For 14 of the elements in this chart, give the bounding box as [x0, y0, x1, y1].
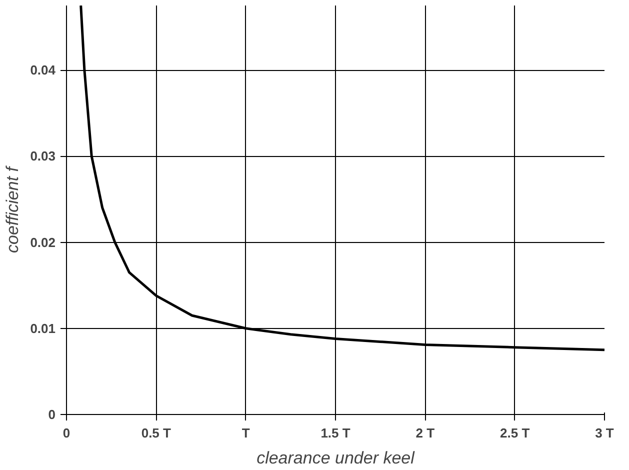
y-tick-label: 0.01 [30, 320, 56, 336]
x-tick-label: 3 T [595, 426, 614, 440]
x-tick-label: 1.5 T [320, 426, 350, 440]
y-axis-title: coefficient f [3, 164, 22, 253]
y-tick-label: 0 [48, 407, 56, 422]
x-tick-label: 0 [62, 426, 70, 440]
y-tick-label: 0.03 [30, 148, 56, 164]
x-tick-label: 2.5 T [500, 426, 530, 440]
x-tick-label: 0.5 T [141, 426, 172, 440]
y-tick-label: 0.04 [30, 62, 56, 78]
x-axis-title: clearance under keel [256, 448, 416, 468]
x-tick-label: T [242, 426, 250, 440]
x-tick-label: 2 T [416, 426, 435, 440]
y-tick-label: 0.02 [30, 234, 56, 250]
